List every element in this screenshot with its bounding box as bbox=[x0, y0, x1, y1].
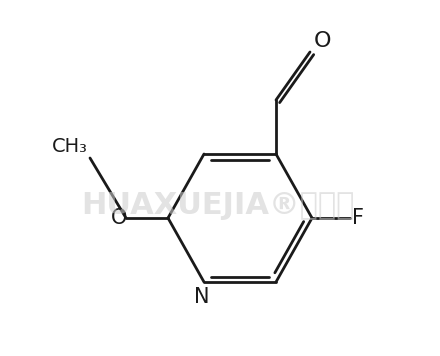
Text: HUAXUEJIA®化学加: HUAXUEJIA®化学加 bbox=[81, 190, 355, 220]
Text: F: F bbox=[352, 208, 364, 228]
Text: N: N bbox=[194, 287, 210, 307]
Text: CH₃: CH₃ bbox=[52, 137, 88, 156]
Text: O: O bbox=[110, 208, 127, 228]
Text: O: O bbox=[314, 31, 331, 51]
